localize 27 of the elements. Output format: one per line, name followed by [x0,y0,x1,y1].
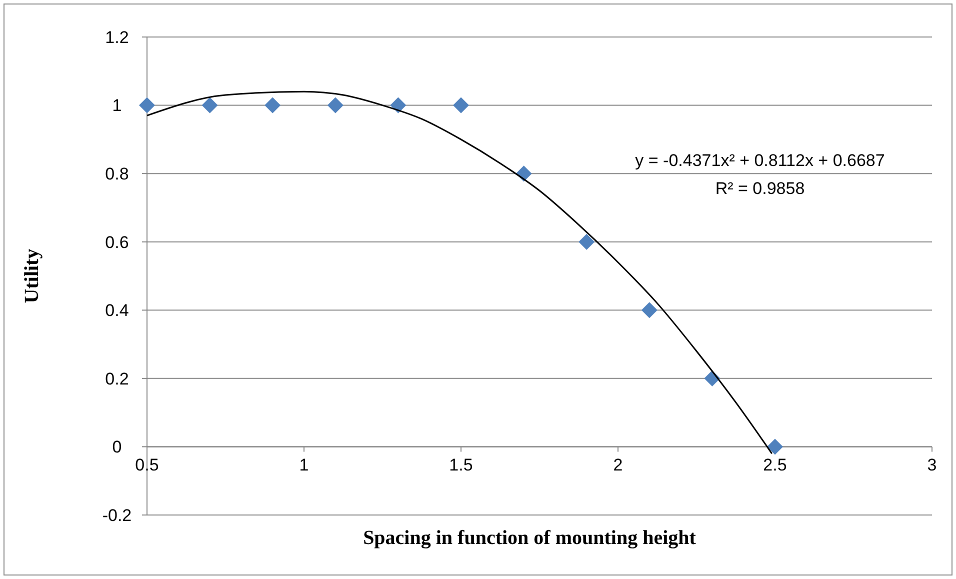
point [264,97,281,114]
y-tick-label: 1.2 [105,28,129,47]
y-tick-label: 0.6 [105,232,129,252]
y-axis-title: Utility [21,248,43,304]
point [641,302,658,318]
point [139,97,155,114]
x-tick-label: 1.5 [449,456,473,475]
point [202,97,218,114]
point [767,438,783,455]
point [390,97,406,114]
y-tick-label: -0.2 [102,506,132,525]
x-tick-label: 3 [927,456,937,475]
x-tick-label: 1 [299,456,309,475]
x-tick-label: 2.5 [763,456,787,475]
point [327,97,344,114]
annotation: y = -0.4371x² + 0.8112x + 0.6687 [635,151,885,170]
y-tick-label: 0.8 [105,164,129,184]
x-tick-label: 0.5 [135,456,159,475]
point [453,97,469,114]
y-tick-label: 1 [112,96,122,116]
x-tick-label: 2 [613,456,623,475]
point [578,234,595,250]
x-axis-title: Spacing in function of mounting height [363,527,696,549]
y-tick-label: 0.4 [105,301,129,320]
y-tick-label: 0.2 [105,369,129,388]
y-tick-label: 0 [112,438,122,457]
annotation: R² = 0.9858 [715,179,805,198]
